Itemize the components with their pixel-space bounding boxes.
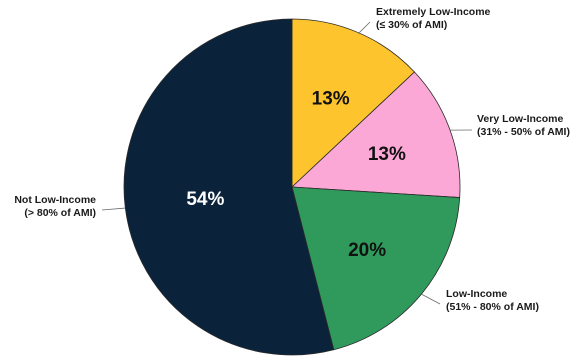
category-label-line2: (31% - 50% of AMI) — [477, 126, 570, 138]
category-label-line2: (> 80% of AMI) — [24, 207, 96, 219]
slice-value-label: 13% — [368, 144, 406, 165]
slice-value-label: 13% — [312, 89, 350, 110]
category-label-line1: Very Low-Income — [477, 113, 564, 125]
category-label-line2: (≤ 30% of AMI) — [376, 19, 447, 31]
category-label-line2: (51% - 80% of AMI) — [446, 301, 539, 313]
pie-slice — [291, 186, 461, 351]
category-label-line1: Low-Income — [446, 288, 507, 300]
category-label-line1: Not Low-Income — [14, 194, 96, 206]
pie-slices — [123, 18, 461, 356]
leader-line — [358, 21, 371, 34]
pie-slice — [291, 71, 461, 198]
leader-line — [421, 293, 441, 305]
slice-category-label: Not Low-Income (> 80% of AMI) — [14, 194, 96, 219]
slice-value-label: 20% — [348, 240, 386, 261]
slice-category-label: Very Low-Income (31% - 50% of AMI) — [477, 113, 570, 138]
slice-value-label: 54% — [186, 189, 224, 210]
pie-slice — [123, 18, 335, 356]
category-label-line1: Extremely Low-Income — [376, 6, 491, 18]
category-labels: Extremely Low-Income (≤ 30% of AMI) Very L… — [14, 6, 570, 313]
slice-category-label: Extremely Low-Income (≤ 30% of AMI) — [376, 6, 491, 31]
value-labels: 13% 13% 20% 54% — [186, 89, 406, 262]
slice-category-label: Low-Income (51% - 80% of AMI) — [446, 288, 539, 313]
leader-lines — [101, 21, 473, 305]
leader-line — [101, 207, 126, 211]
